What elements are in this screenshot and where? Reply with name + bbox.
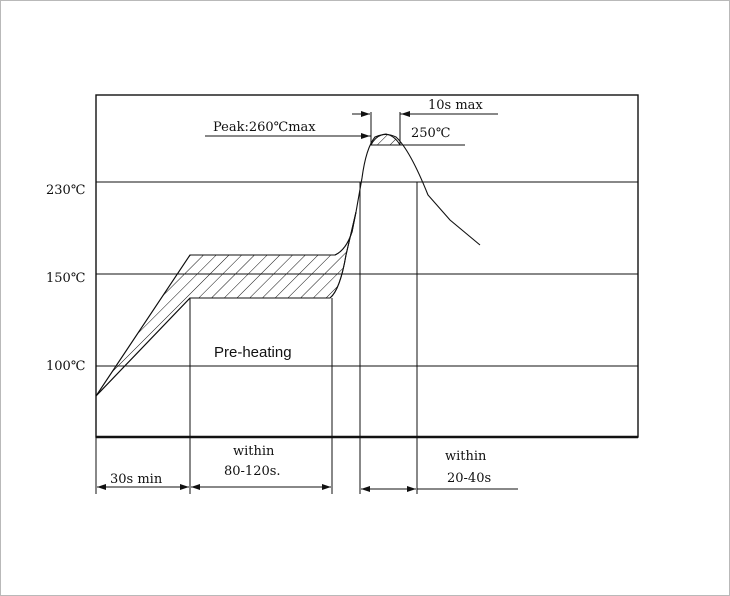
seg3-bottom-label: 20-40s	[447, 471, 491, 486]
ten-s-max-label: 10s max	[428, 98, 483, 113]
profile-upper-curve	[95, 133, 481, 397]
y-label-150: 150℃	[46, 271, 85, 286]
peak-label: Peak:260℃max	[213, 120, 316, 135]
preheating-label: Pre-heating	[214, 344, 292, 361]
plot-box	[95, 94, 639, 438]
profile-lower-curve	[95, 211, 357, 397]
y-label-100: 100℃	[46, 359, 85, 374]
y-label-230: 230℃	[46, 183, 85, 198]
peak-hatch	[370, 133, 401, 146]
seg1-label: 30s min	[110, 472, 163, 487]
seg2-bottom-label: 80-120s.	[224, 464, 281, 479]
temp-250-label: 250℃	[411, 126, 450, 141]
seg3-top-label: within	[445, 449, 487, 464]
seg2-top-label: within	[233, 444, 275, 459]
process-window-hatch	[95, 211, 357, 397]
